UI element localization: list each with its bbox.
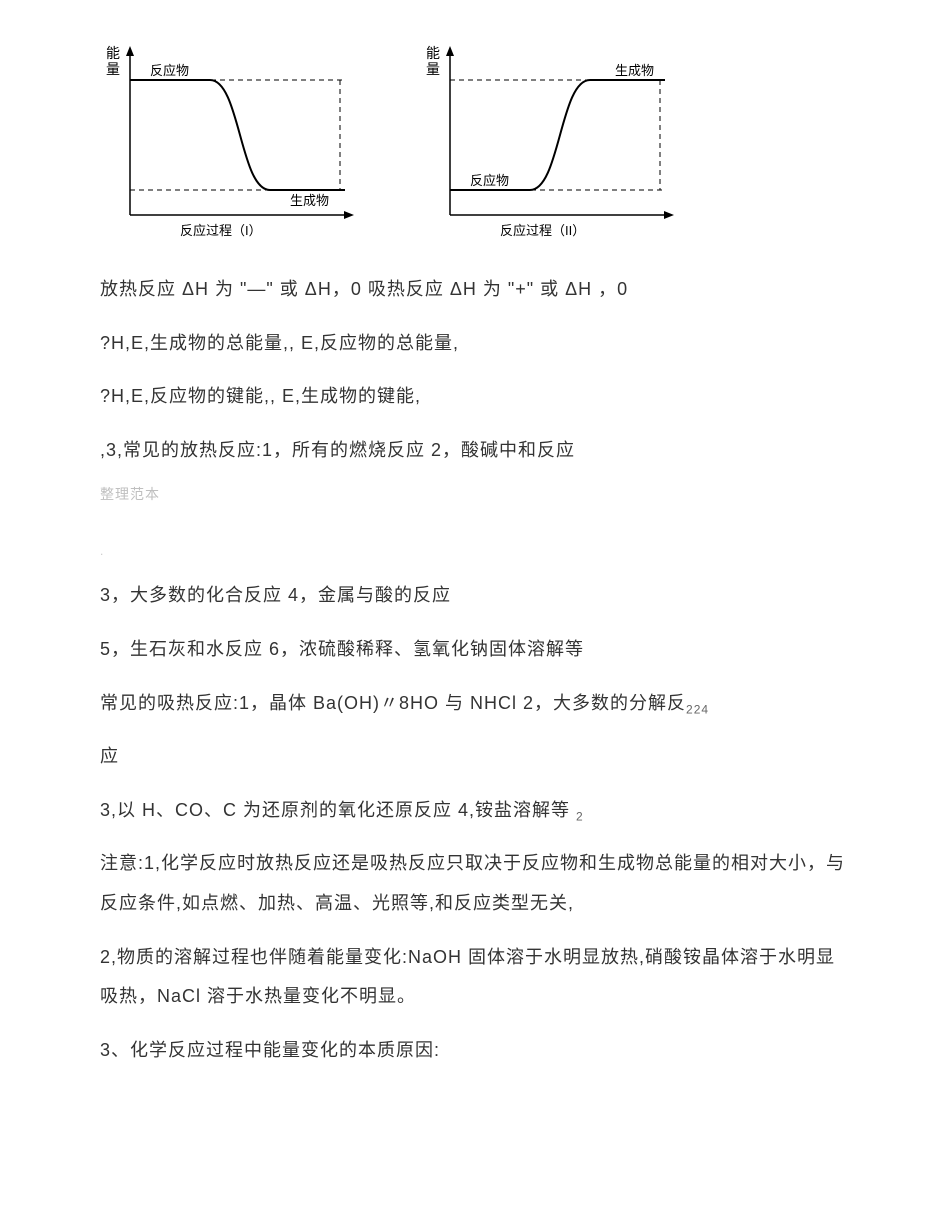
paragraph-8: 应 xyxy=(100,737,850,777)
paragraph-11: 2,物质的溶解过程也伴随着能量变化:NaOH 固体溶于水明显放热,硝酸铵晶体溶于… xyxy=(100,938,850,1017)
chart2-y-arrow xyxy=(446,46,454,56)
chart1-x-arrow xyxy=(344,211,354,219)
paragraph-7: 常见的吸热反应:1，晶体 Ba(OH)〃8HO 与 NHCl 2，大多数的分解反… xyxy=(100,684,850,724)
chart1-x-label: 反应过程（I） xyxy=(180,223,262,238)
paragraph-9-sub: 2 xyxy=(576,809,584,823)
chart1-curve xyxy=(130,80,345,190)
chart2-reactant-text: 反应物 xyxy=(470,173,509,188)
chart1-y-label-2: 量 xyxy=(106,61,120,77)
paragraph-9: 3,以 H、CO、C 为还原剂的氧化还原反应 4,铵盐溶解等 2 xyxy=(100,791,850,831)
paragraph-4: ,3,常见的放热反应:1，所有的燃烧反应 2，酸碱中和反应 xyxy=(100,431,850,471)
paragraph-1: 放热反应 ΔH 为 "—" 或 ΔH，0 吸热反应 ΔH 为 "+" 或 ΔH … xyxy=(100,270,850,310)
chart2-x-arrow xyxy=(664,211,674,219)
chart-endothermic: 能 量 反应物 生成物 反应过程（II） xyxy=(420,40,680,240)
paragraph-6: 5，生石灰和水反应 6，浓硫酸稀释、氢氧化钠固体溶解等 xyxy=(100,630,850,670)
chart-endothermic-svg: 能 量 反应物 生成物 反应过程（II） xyxy=(420,40,680,240)
paragraph-10: 注意:1,化学反应时放热反应还是吸热反应只取决于反应物和生成物总能量的相对大小，… xyxy=(100,844,850,923)
paragraph-7-text: 常见的吸热反应:1，晶体 Ba(OH)〃8HO 与 NHCl 2，大多数的分解反 xyxy=(100,693,686,713)
paragraph-5: 3，大多数的化合反应 4，金属与酸的反应 xyxy=(100,576,850,616)
charts-row: 能 量 反应物 生成物 反应过程（I） xyxy=(100,40,850,240)
footnote: 整理范本 xyxy=(100,484,850,504)
chart2-x-label: 反应过程（II） xyxy=(500,223,585,238)
paragraph-2: ?H,E,生成物的总能量,, E,反应物的总能量, xyxy=(100,324,850,364)
paragraph-9-text: 3,以 H、CO、C 为还原剂的氧化还原反应 4,铵盐溶解等 xyxy=(100,800,570,820)
chart1-y-arrow xyxy=(126,46,134,56)
chart1-reactant-text: 反应物 xyxy=(150,63,189,78)
chart1-y-label-1: 能 xyxy=(106,45,120,61)
paragraph-7-sub: 224 xyxy=(686,702,709,716)
separator-dot: . xyxy=(100,544,850,558)
chart1-product-text: 生成物 xyxy=(290,193,329,208)
chart-exothermic: 能 量 反应物 生成物 反应过程（I） xyxy=(100,40,360,240)
chart2-y-label-2: 量 xyxy=(426,61,440,77)
paragraph-12: 3、化学反应过程中能量变化的本质原因: xyxy=(100,1031,850,1071)
chart2-product-text: 生成物 xyxy=(615,63,654,78)
paragraph-3: ?H,E,反应物的键能,, E,生成物的键能, xyxy=(100,377,850,417)
chart-exothermic-svg: 能 量 反应物 生成物 反应过程（I） xyxy=(100,40,360,240)
document-page: 能 量 反应物 生成物 反应过程（I） xyxy=(0,0,950,1144)
chart2-y-label-1: 能 xyxy=(426,45,440,61)
